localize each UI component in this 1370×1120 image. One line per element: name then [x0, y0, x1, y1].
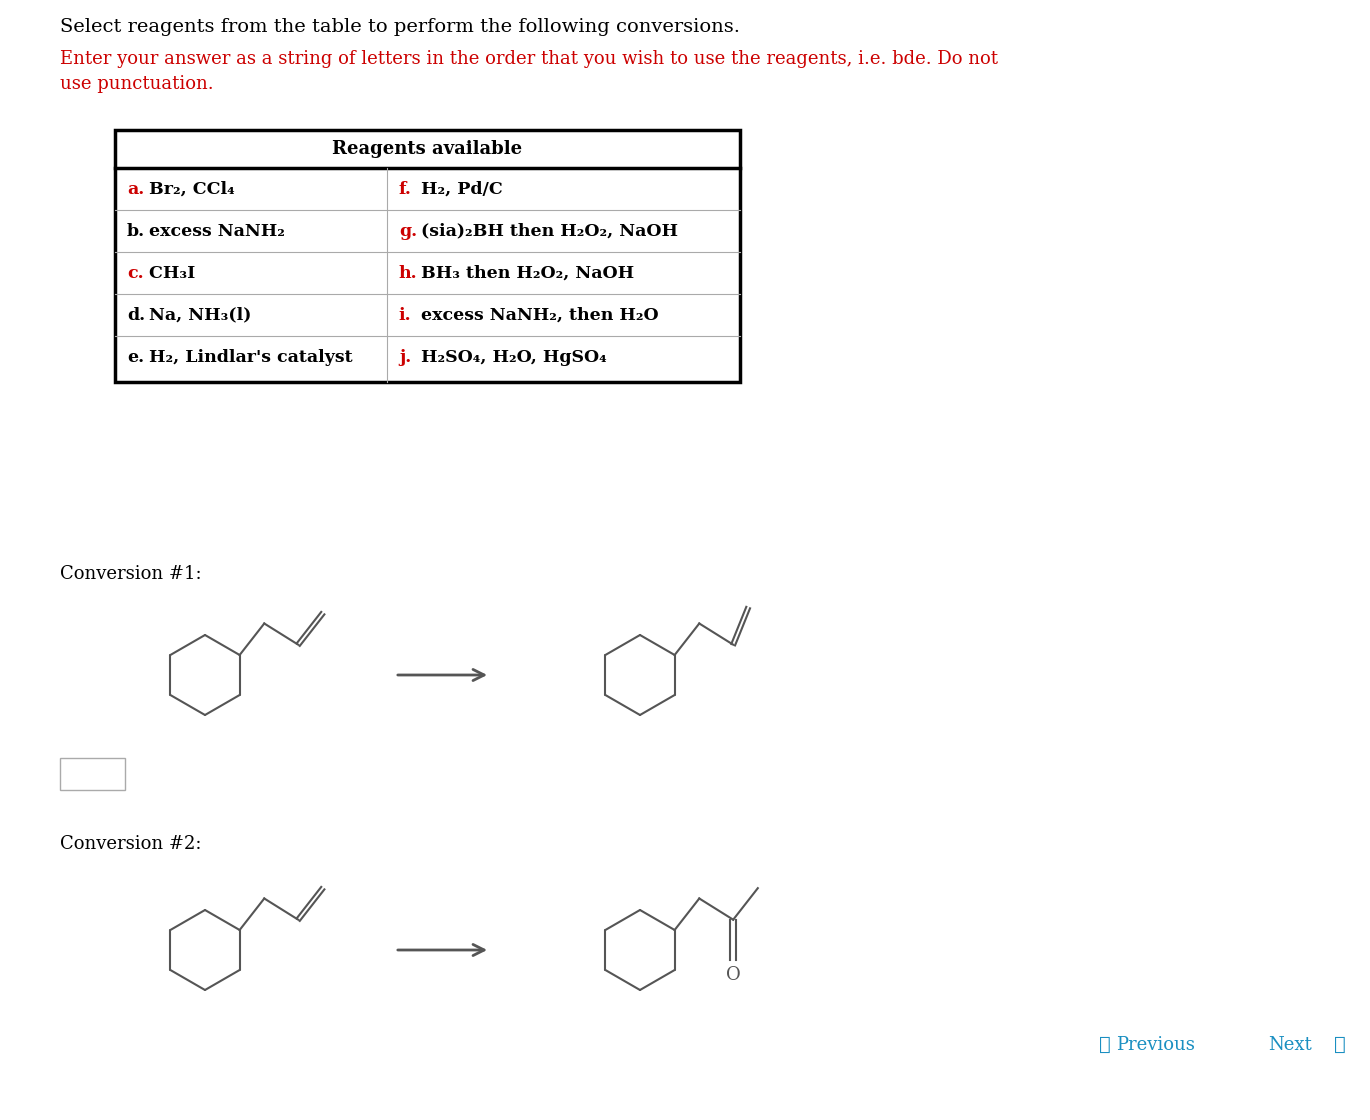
Text: Select reagents from the table to perform the following conversions.: Select reagents from the table to perfor… — [60, 18, 740, 36]
Text: excess NaNH₂, then H₂O: excess NaNH₂, then H₂O — [415, 307, 659, 324]
Text: g.: g. — [399, 223, 416, 240]
Text: d.: d. — [127, 307, 145, 324]
Text: c.: c. — [127, 264, 144, 281]
Text: b.: b. — [127, 223, 145, 240]
Text: H₂, Lindlar's catalyst: H₂, Lindlar's catalyst — [142, 348, 352, 365]
Text: Br₂, CCl₄: Br₂, CCl₄ — [142, 180, 234, 197]
Text: h.: h. — [399, 264, 418, 281]
Text: j.: j. — [399, 348, 411, 365]
Text: H₂SO₄, H₂O, HgSO₄: H₂SO₄, H₂O, HgSO₄ — [415, 348, 607, 365]
Text: Next: Next — [1269, 1036, 1312, 1054]
Text: ❫: ❫ — [1334, 1036, 1345, 1054]
Text: H₂, Pd/C: H₂, Pd/C — [415, 180, 503, 197]
Text: use punctuation.: use punctuation. — [60, 75, 214, 93]
Text: ❪: ❪ — [1099, 1036, 1111, 1054]
Text: CH₃I: CH₃I — [142, 264, 196, 281]
Text: e.: e. — [127, 348, 144, 365]
Text: BH₃ then H₂O₂, NaOH: BH₃ then H₂O₂, NaOH — [415, 264, 634, 281]
Text: Previous: Previous — [1115, 1036, 1195, 1054]
Text: i.: i. — [399, 307, 411, 324]
Bar — [115, 130, 740, 382]
Text: Conversion #1:: Conversion #1: — [60, 564, 201, 584]
Text: Enter your answer as a string of letters in the order that you wish to use the r: Enter your answer as a string of letters… — [60, 50, 997, 68]
Text: O: O — [726, 965, 741, 983]
Text: a.: a. — [127, 180, 144, 197]
Text: excess NaNH₂: excess NaNH₂ — [142, 223, 285, 240]
Text: f.: f. — [399, 180, 412, 197]
Text: Na, NH₃(l): Na, NH₃(l) — [142, 307, 251, 324]
Bar — [60, 758, 125, 790]
Text: (sia)₂BH then H₂O₂, NaOH: (sia)₂BH then H₂O₂, NaOH — [415, 223, 678, 240]
Text: Conversion #2:: Conversion #2: — [60, 836, 201, 853]
Text: Reagents available: Reagents available — [333, 140, 522, 158]
